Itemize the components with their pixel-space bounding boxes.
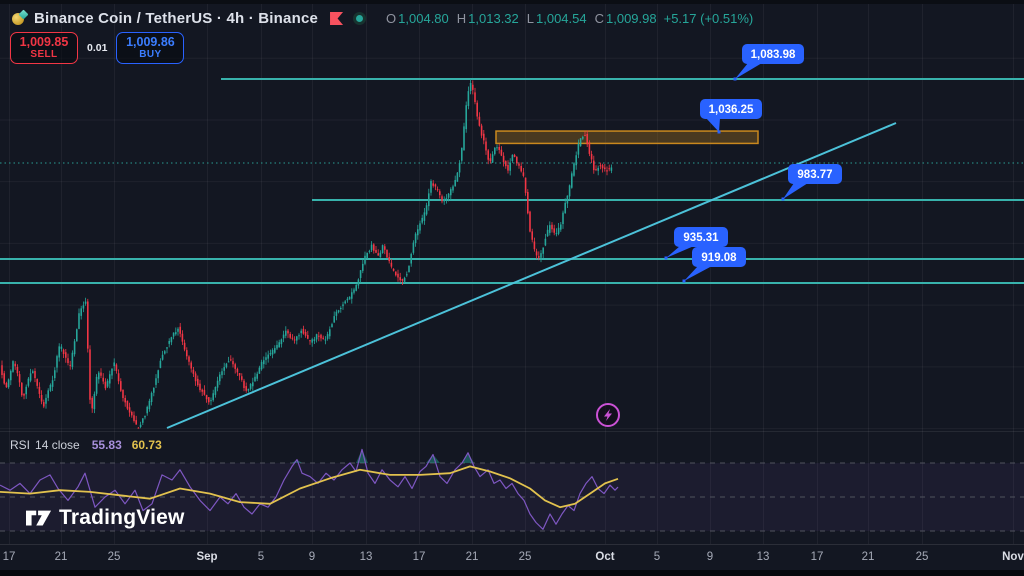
rsi-ma-line [0, 465, 619, 509]
price-label-text: 919.08 [701, 252, 737, 264]
time-axis-label[interactable]: 5 [654, 551, 660, 563]
price-label[interactable] [700, 99, 762, 119]
price-label[interactable] [692, 247, 746, 267]
tradingview-logo-icon [26, 510, 52, 525]
rsi-ma-value: 60.73 [131, 438, 162, 452]
price-label-text: 1,083.98 [751, 49, 796, 61]
flag-icon[interactable] [330, 12, 344, 25]
tradingview-label: TradingView [59, 506, 185, 529]
price-label[interactable] [788, 164, 842, 184]
time-axis-label[interactable]: Nov [1002, 551, 1024, 563]
bnb-coin-icon [12, 9, 29, 26]
price-label-anchor-dot [781, 197, 785, 201]
high-label: H [456, 11, 467, 26]
price-label[interactable] [742, 44, 804, 64]
spread-value: 0.01 [87, 42, 108, 54]
sell-label: SELL [30, 49, 58, 61]
price-label-anchor-dot [682, 279, 686, 283]
lightning-icon [604, 409, 612, 421]
sell-button[interactable]: 1,009.85 SELL [10, 32, 78, 64]
rsi-header: RSI 14 close 55.83 60.73 [10, 438, 162, 452]
price-label-text: 1,036.25 [709, 104, 754, 116]
trendline[interactable] [166, 122, 897, 429]
time-axis-label[interactable]: 13 [757, 551, 770, 563]
close-label: C [594, 11, 604, 26]
symbol-title-row: Binance Coin / TetherUS · 4h · Binance O… [12, 9, 753, 27]
rsi-params: 14 close [35, 438, 80, 452]
trade-buttons: 1,009.85 SELL 0.01 1,009.86 BUY [10, 32, 185, 64]
ohlc-values: O 1,004.80 H 1,013.32 L 1,004.54 C 1,009… [378, 11, 753, 26]
price-label-tail [706, 118, 720, 132]
symbol-title[interactable]: Binance Coin / TetherUS · 4h · Binance [34, 10, 319, 27]
bottom-edge [0, 570, 1024, 576]
time-axis-label[interactable]: 5 [258, 551, 264, 563]
time-axis-label[interactable]: 25 [108, 551, 121, 563]
price-label-tail [735, 63, 762, 79]
time-axis-label[interactable]: 25 [519, 551, 532, 563]
buy-button[interactable]: 1,009.86 BUY [116, 32, 185, 64]
time-axis-label[interactable]: 17 [413, 551, 426, 563]
time-axis-label[interactable]: 9 [707, 551, 713, 563]
high-value: 1,013.32 [468, 11, 519, 26]
time-axis-label[interactable]: 25 [916, 551, 929, 563]
low-value: 1,004.54 [536, 11, 587, 26]
price-label-text: 983.77 [797, 169, 832, 181]
price-label-anchor-dot [733, 77, 737, 81]
top-edge [0, 0, 1024, 4]
time-axis-label[interactable]: Sep [196, 551, 217, 563]
open-value: 1,004.80 [398, 11, 449, 26]
time-axis-label[interactable]: 21 [466, 551, 479, 563]
rsi-value: 55.83 [91, 438, 122, 452]
buy-price: 1,009.86 [126, 35, 175, 50]
time-axis-label[interactable]: Oct [595, 551, 614, 563]
low-label: L [526, 11, 534, 26]
price-label[interactable] [674, 227, 728, 247]
supply-zone[interactable] [495, 130, 759, 145]
tradingview-watermark: TradingView [26, 506, 185, 530]
time-axis-label[interactable]: 21 [55, 551, 68, 563]
price-label-anchor-dot [664, 256, 668, 260]
price-label-tail [666, 246, 694, 258]
change-value: +5.17 (+0.51%) [663, 11, 754, 26]
market-status-icon[interactable] [353, 12, 367, 25]
price-label-tail [783, 183, 808, 199]
open-label: O [386, 11, 397, 26]
price-label-anchor-dot [717, 130, 721, 134]
time-axis-label[interactable]: 17 [811, 551, 824, 563]
buy-label: BUY [139, 49, 162, 61]
candles-layer [1, 79, 613, 429]
price-label-text: 935.31 [683, 232, 719, 244]
sell-price: 1,009.85 [19, 35, 69, 50]
rsi-title[interactable]: RSI [10, 438, 31, 452]
time-axis-label[interactable]: 17 [3, 551, 16, 563]
time-axis-label[interactable]: 9 [309, 551, 315, 563]
close-value: 1,009.98 [606, 11, 657, 26]
time-axis-label[interactable]: 21 [862, 551, 875, 563]
time-axis-label[interactable]: 13 [360, 551, 373, 563]
price-label-tail [684, 266, 712, 281]
